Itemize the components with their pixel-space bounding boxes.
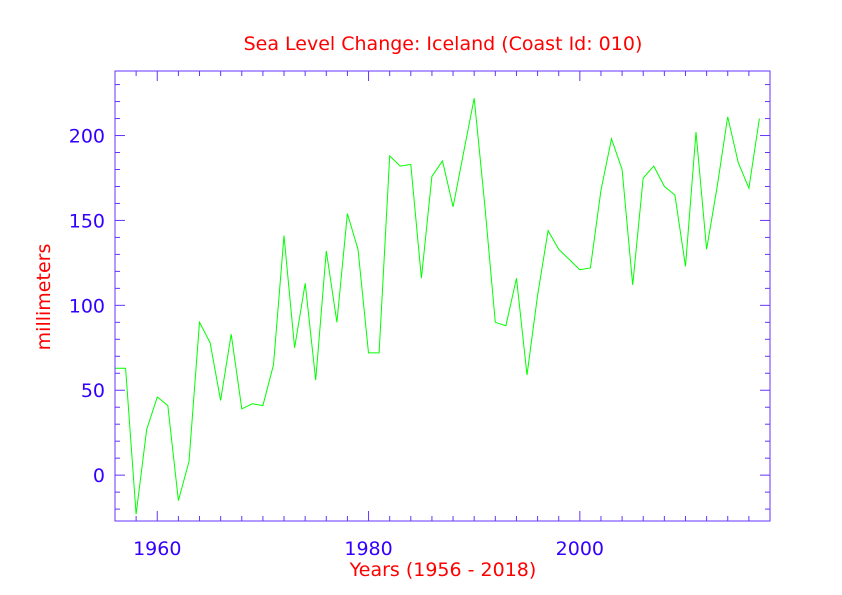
y-tick-label: 0 (93, 465, 105, 487)
x-tick-label: 2000 (556, 538, 604, 560)
y-tick-label: 50 (81, 380, 105, 402)
y-tick-label: 200 (69, 126, 105, 148)
x-tick-label: 1980 (344, 538, 392, 560)
x-axis-label: Years (1956 - 2018) (349, 559, 537, 581)
plot-area-frame (114, 70, 771, 522)
axis-ticks (114, 71, 771, 521)
y-axis-label: millimeters (33, 244, 55, 351)
chart-title: Sea Level Change: Iceland (Coast Id: 010… (244, 33, 643, 55)
y-tick-label: 150 (69, 210, 105, 232)
series-line (115, 98, 760, 515)
y-tick-label: 100 (69, 295, 105, 317)
x-tick-label: 1960 (133, 538, 181, 560)
tick-labels: 1960 1980 2000 0 50 100 150 200 (69, 126, 604, 560)
